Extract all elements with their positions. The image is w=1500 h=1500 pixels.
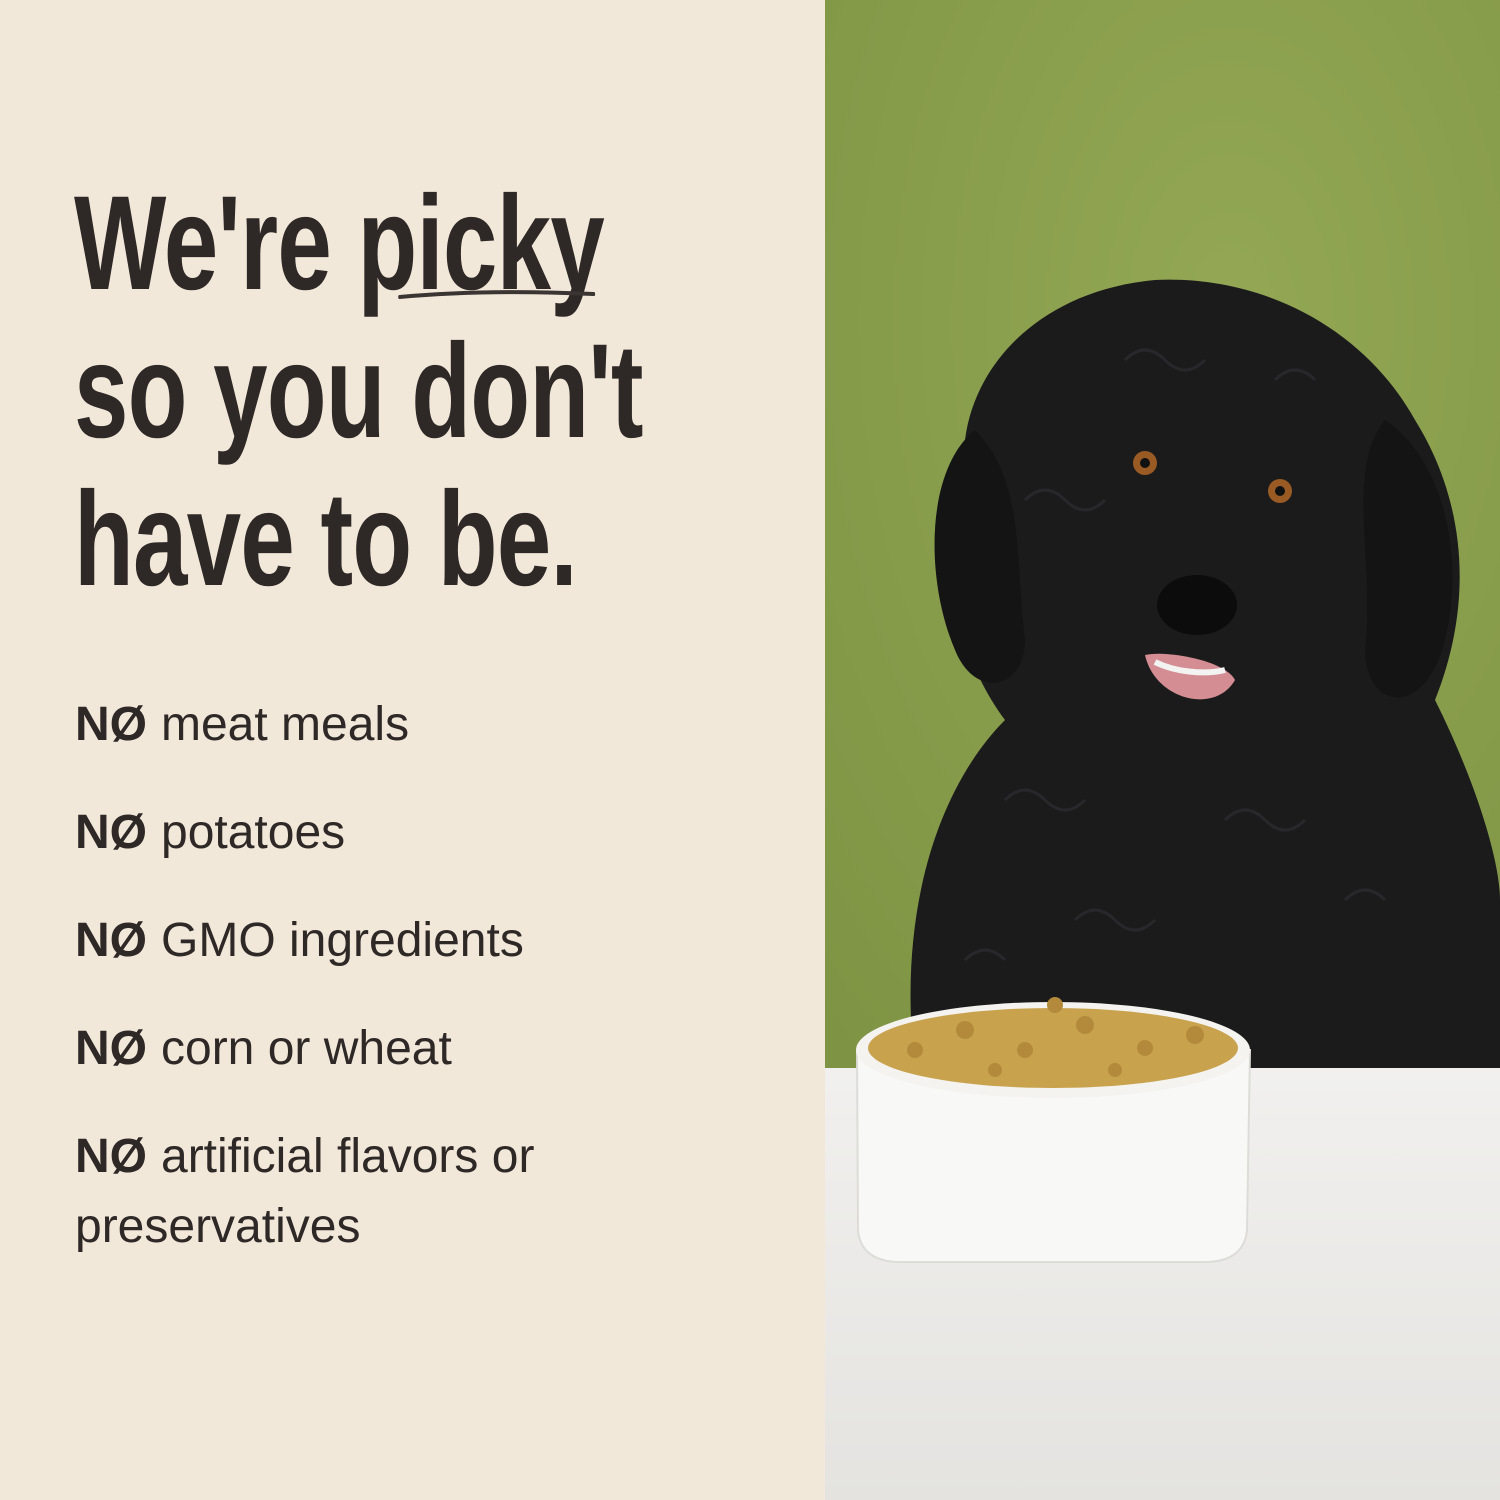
exclusions-list: NØ meat meals NØ potatoes NØ GMO ingredient… [75,690,715,1300]
no-prefix: NØ [75,1130,147,1183]
no-prefix: NØ [75,914,147,967]
dog-photo [825,0,1500,1500]
headline-emphasis: picky [358,170,605,318]
item-text: potatoes [161,806,346,859]
dog-ear-right [1363,420,1453,698]
no-prefix: NØ [75,1022,147,1075]
headline-line-3: have to be. [74,465,578,614]
dog-ear-left [934,430,1025,683]
list-item: NØ potatoes [75,798,715,868]
dog-illustration [825,0,1500,1500]
list-item: NØ artificial flavors or preservatives [75,1122,715,1262]
kibble [868,1008,1238,1088]
list-item: NØ GMO ingredients [75,906,715,976]
food-bowl [855,1049,1252,1263]
headline-line-2: so you don't [74,317,643,466]
item-text: GMO ingredients [161,914,524,967]
headline-line-1: We're picky [74,170,804,318]
headline: We're picky so you don't have to be. [74,170,804,614]
list-item: NØ corn or wheat [75,1014,715,1084]
item-text: artificial flavors or preservatives [75,1130,535,1253]
headline-prefix: We're [74,169,358,318]
item-text: meat meals [161,698,410,751]
text-panel: We're picky so you don't have to be. NØ m… [74,169,804,1300]
no-prefix: NØ [75,806,147,859]
list-item: NØ meat meals [75,690,715,760]
no-prefix: NØ [75,698,147,751]
brush-underline-icon [398,290,596,299]
dog-nose [1157,575,1237,635]
item-text: corn or wheat [161,1022,452,1075]
